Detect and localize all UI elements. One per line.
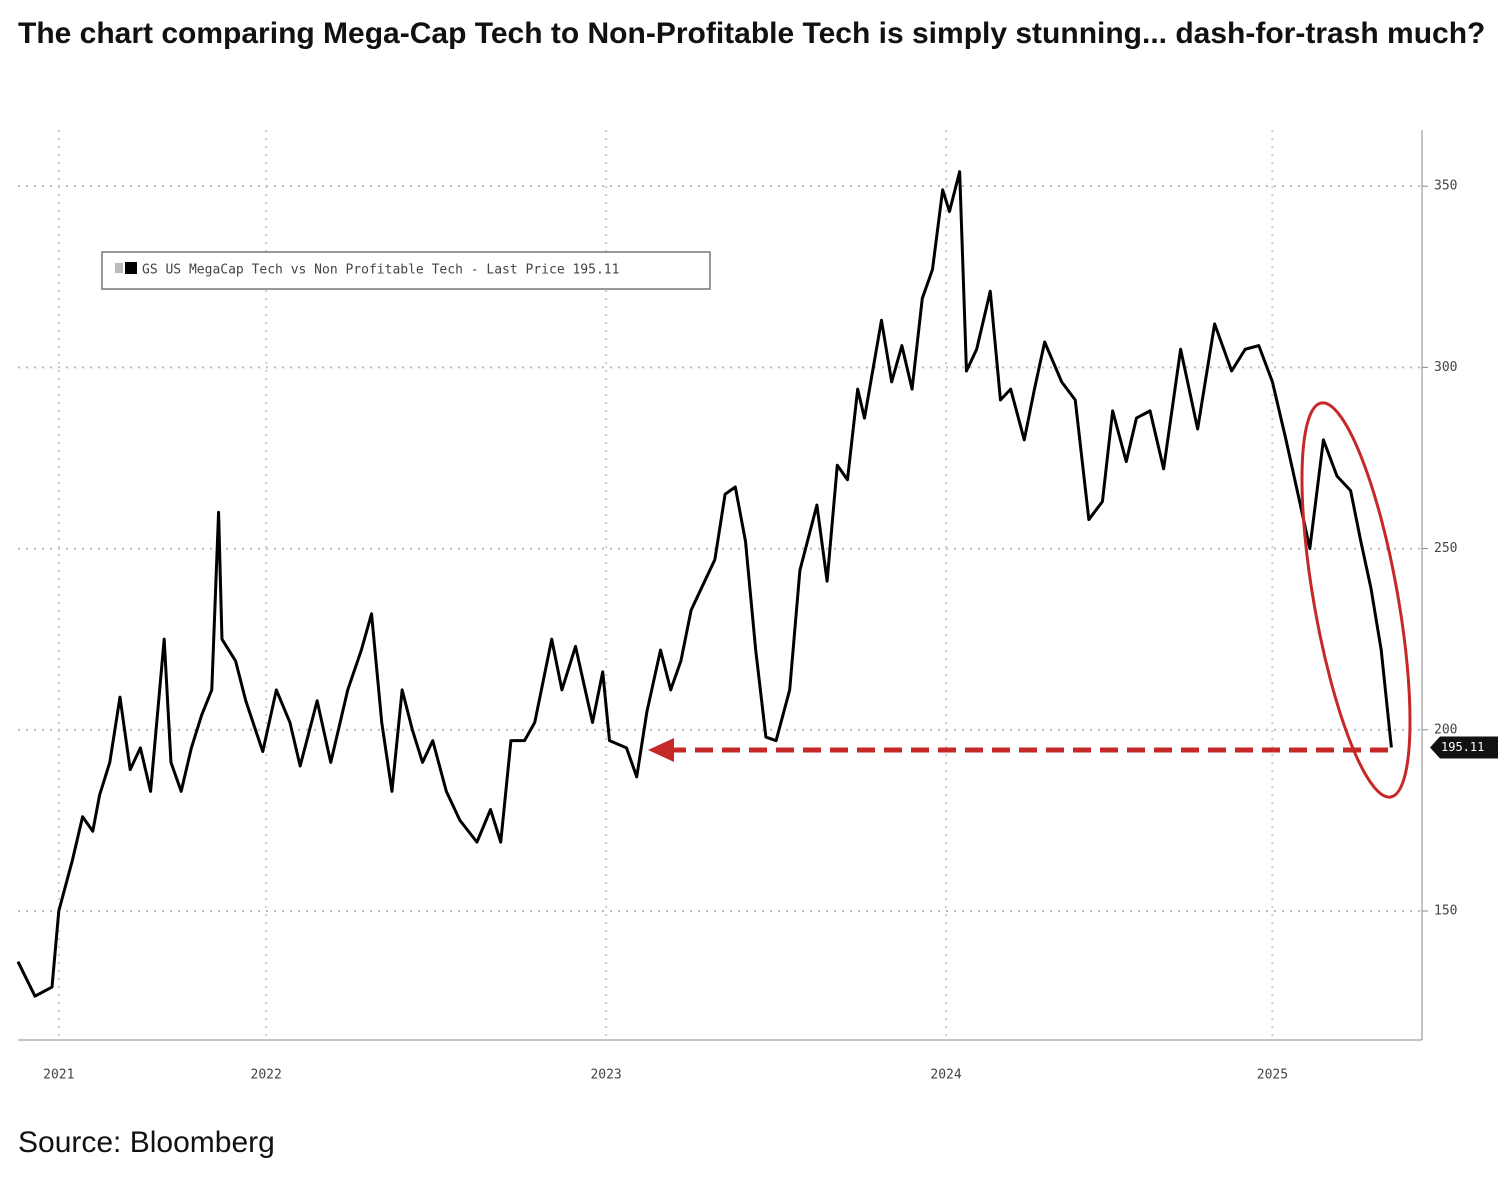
y-tick-label: 300 xyxy=(1434,360,1457,375)
x-tick-label: 2021 xyxy=(43,1068,74,1083)
last-price-tag xyxy=(1430,736,1498,759)
arrow-head xyxy=(648,738,674,762)
y-tick-label: 150 xyxy=(1434,903,1457,918)
legend-box xyxy=(101,251,711,290)
x-tick-label: 2024 xyxy=(930,1068,961,1083)
x-tick-label: 2025 xyxy=(1257,1068,1288,1083)
legend-swatch xyxy=(115,263,123,273)
source: Source: Bloomberg xyxy=(18,1126,275,1159)
x-tick-label: 2022 xyxy=(251,1068,282,1083)
highlight-ellipse xyxy=(1300,401,1412,799)
y-tick-label: 350 xyxy=(1434,179,1457,194)
chart: GS US MegaCap Tech vs Non Profitable Tec… xyxy=(16,130,1498,1083)
x-tick-label: 2023 xyxy=(590,1068,621,1083)
headline: The chart comparing Mega-Cap Tech to Non… xyxy=(18,17,1486,50)
last-price-label: 195.11 xyxy=(1441,740,1484,754)
series-line xyxy=(16,170,1393,998)
legend-swatch xyxy=(125,262,137,274)
y-tick-label: 250 xyxy=(1434,541,1457,556)
y-tick-label: 200 xyxy=(1434,722,1457,737)
legend-label: GS US MegaCap Tech vs Non Profitable Tec… xyxy=(142,263,619,278)
